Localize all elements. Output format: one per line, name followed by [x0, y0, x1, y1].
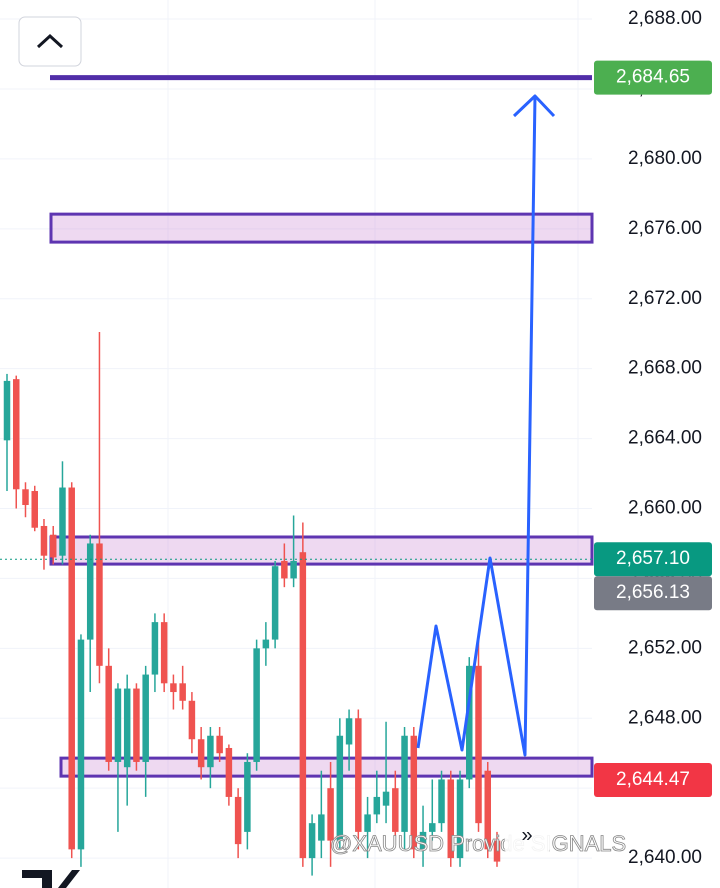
y-tick-label: 2,688.00 [628, 8, 702, 29]
y-tick-label: 2,680.00 [628, 148, 702, 169]
price-label: 2,657.10 [616, 548, 690, 569]
candle-body [493, 840, 501, 862]
candle-body [345, 718, 353, 745]
drawings [416, 94, 556, 757]
candle-body [133, 688, 140, 762]
price-label: 2,644.47 [616, 769, 690, 790]
candle-body [151, 622, 159, 675]
candle-body [207, 735, 214, 768]
grid [0, 0, 592, 888]
candle-body [382, 791, 390, 806]
price-label-box [594, 576, 712, 611]
double-chevron-icon: » [521, 824, 532, 846]
button-box[interactable] [18, 16, 82, 67]
chevron-up [36, 33, 64, 49]
candle-body [419, 831, 427, 850]
price-label-box [594, 60, 712, 95]
y-tick-label: 2,672.00 [628, 288, 702, 309]
candle-body [3, 380, 11, 441]
candle-body [216, 735, 223, 754]
price-axis: 2,640.002,644.002,648.002,652.002,656.00… [594, 8, 712, 868]
candle-body [466, 665, 473, 780]
candle-body [22, 489, 29, 506]
candle-body [188, 700, 196, 740]
arrow-head [512, 94, 556, 118]
candle-body [290, 560, 297, 579]
candle-body [225, 747, 233, 797]
y-tick-label: 2,676.00 [628, 218, 702, 239]
candle-body [447, 779, 455, 859]
candle-body [262, 639, 270, 649]
candle-body [456, 779, 464, 859]
candle-body [96, 543, 103, 666]
zone [59, 756, 594, 778]
candle-body [49, 534, 57, 558]
candle-body [179, 683, 186, 701]
candle-body [299, 552, 307, 859]
zone [49, 535, 594, 566]
candle-body [12, 379, 20, 490]
projection-path [416, 95, 537, 757]
candle-body [475, 665, 482, 824]
price-label-box [594, 542, 712, 577]
tv-logo [22, 870, 80, 888]
candle-body [40, 525, 48, 556]
y-tick-label: 2,660.00 [628, 498, 702, 519]
marks [0, 75, 594, 876]
candle-body [123, 688, 131, 768]
candle-body [484, 770, 492, 850]
price-label: 2,684.65 [616, 67, 690, 88]
candle-body [392, 788, 399, 832]
candle-body [308, 823, 316, 859]
candle-body [197, 739, 205, 768]
y-tick-label: 2,652.00 [628, 637, 702, 658]
collapse-button[interactable] [18, 16, 82, 67]
y-tick-label: 2,648.00 [628, 707, 702, 728]
candle-body [142, 674, 149, 762]
y-tick-label: 2,668.00 [628, 358, 702, 379]
candle-body [234, 796, 242, 845]
candle-body [105, 665, 112, 762]
price-label-box [594, 762, 712, 797]
candle-body [410, 735, 418, 850]
candle-body [429, 823, 436, 832]
candle-body [327, 788, 334, 841]
scroll-button[interactable]: » [505, 815, 550, 855]
candle-body [68, 487, 75, 850]
candle-body [271, 566, 279, 640]
candle-body [373, 796, 381, 815]
candle-body [281, 560, 288, 579]
candle-body [244, 761, 251, 832]
candle-body [170, 683, 177, 693]
candle-body [77, 639, 85, 850]
candle-body [355, 718, 362, 832]
price-label: 2,656.13 [616, 582, 690, 603]
watermark: @XAUUSD Provide SIGNALS [330, 831, 626, 856]
y-tick-label: 2,640.00 [628, 847, 702, 868]
zone [49, 212, 594, 244]
candle-body [114, 688, 122, 762]
candle-body [86, 543, 94, 640]
candle-body [59, 487, 66, 556]
button-box[interactable] [505, 815, 550, 855]
candle-body [160, 622, 168, 684]
candle-body [401, 735, 408, 832]
candle-body [318, 814, 325, 841]
y-tick-label: 2,664.00 [628, 428, 702, 449]
candle-body [438, 779, 445, 824]
candle-body [336, 735, 344, 841]
candle-body [364, 814, 371, 832]
candle-body [253, 648, 260, 762]
candle-body [31, 491, 38, 528]
